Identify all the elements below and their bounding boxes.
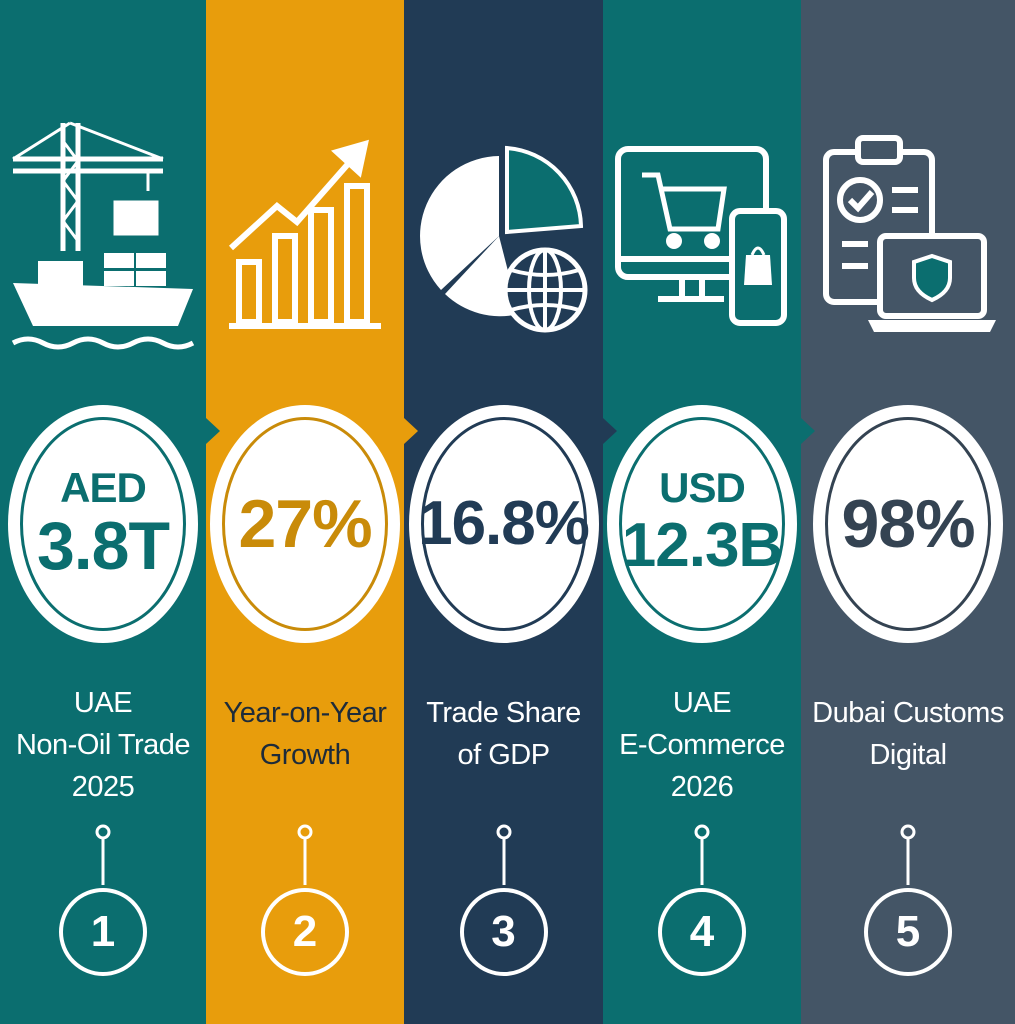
card-1: AED 3.8T UAE Non-Oil Trade 2025 1 xyxy=(0,0,206,1024)
connector-pin xyxy=(694,824,710,885)
chevron-right-icon xyxy=(404,418,418,444)
card-3: 16.8% Trade Share of GDP 3 xyxy=(404,0,603,1024)
connector-pin xyxy=(297,824,313,885)
stat-circle: 16.8% xyxy=(408,405,599,643)
growth-bar-chart-icon xyxy=(206,118,404,353)
label-line: UAE xyxy=(73,687,133,719)
label-line: UAE xyxy=(672,687,732,719)
card-label: Year-on-Year Growth xyxy=(206,692,404,776)
step-number: 4 xyxy=(658,888,746,976)
chevron-right-icon xyxy=(603,418,617,444)
cargo-ship-crane-icon xyxy=(0,118,206,353)
connector-pin xyxy=(95,824,111,885)
connector-pin xyxy=(496,824,511,885)
label-line: 2026 xyxy=(670,771,734,803)
card-label: Dubai Customs Digital xyxy=(801,692,1015,776)
label-line: E-Commerce xyxy=(619,729,785,761)
card-2: 27% Year-on-Year Growth 2 xyxy=(206,0,404,1024)
stat-circle: AED 3.8T xyxy=(8,405,198,643)
card-label: Trade Share of GDP xyxy=(404,692,603,776)
card-label: UAE Non-Oil Trade 2025 xyxy=(0,682,206,808)
chevron-right-icon xyxy=(206,418,220,444)
stat-circle: USD 12.3B xyxy=(607,405,797,643)
label-line: Trade Share xyxy=(426,697,581,729)
label-line: Growth xyxy=(259,739,351,771)
step-number: 3 xyxy=(459,888,548,976)
chevron-right-icon xyxy=(801,418,815,444)
step-number: 1 xyxy=(59,888,147,976)
step-number: 5 xyxy=(864,888,952,976)
card-5: 98% Dubai Customs Digital 5 xyxy=(801,0,1015,1024)
connector-pin xyxy=(900,824,916,885)
label-line: Dubai Customs xyxy=(812,697,1004,729)
pie-chart-globe-icon xyxy=(404,118,603,353)
label-line: Non-Oil Trade xyxy=(15,729,191,761)
label-line: 2025 xyxy=(71,771,135,803)
card-4: USD 12.3B UAE E-Commerce 2026 4 xyxy=(603,0,801,1024)
label-line: Year-on-Year xyxy=(223,697,387,729)
step-number: 2 xyxy=(261,888,349,976)
card-label: UAE E-Commerce 2026 xyxy=(603,682,801,808)
ecommerce-cart-icon xyxy=(603,118,801,353)
label-line: Digital xyxy=(869,739,947,771)
digital-customs-icon xyxy=(801,118,1015,353)
stat-circle: 98% xyxy=(813,405,1003,643)
stat-circle: 27% xyxy=(210,405,400,643)
label-line: of GDP xyxy=(457,739,550,771)
